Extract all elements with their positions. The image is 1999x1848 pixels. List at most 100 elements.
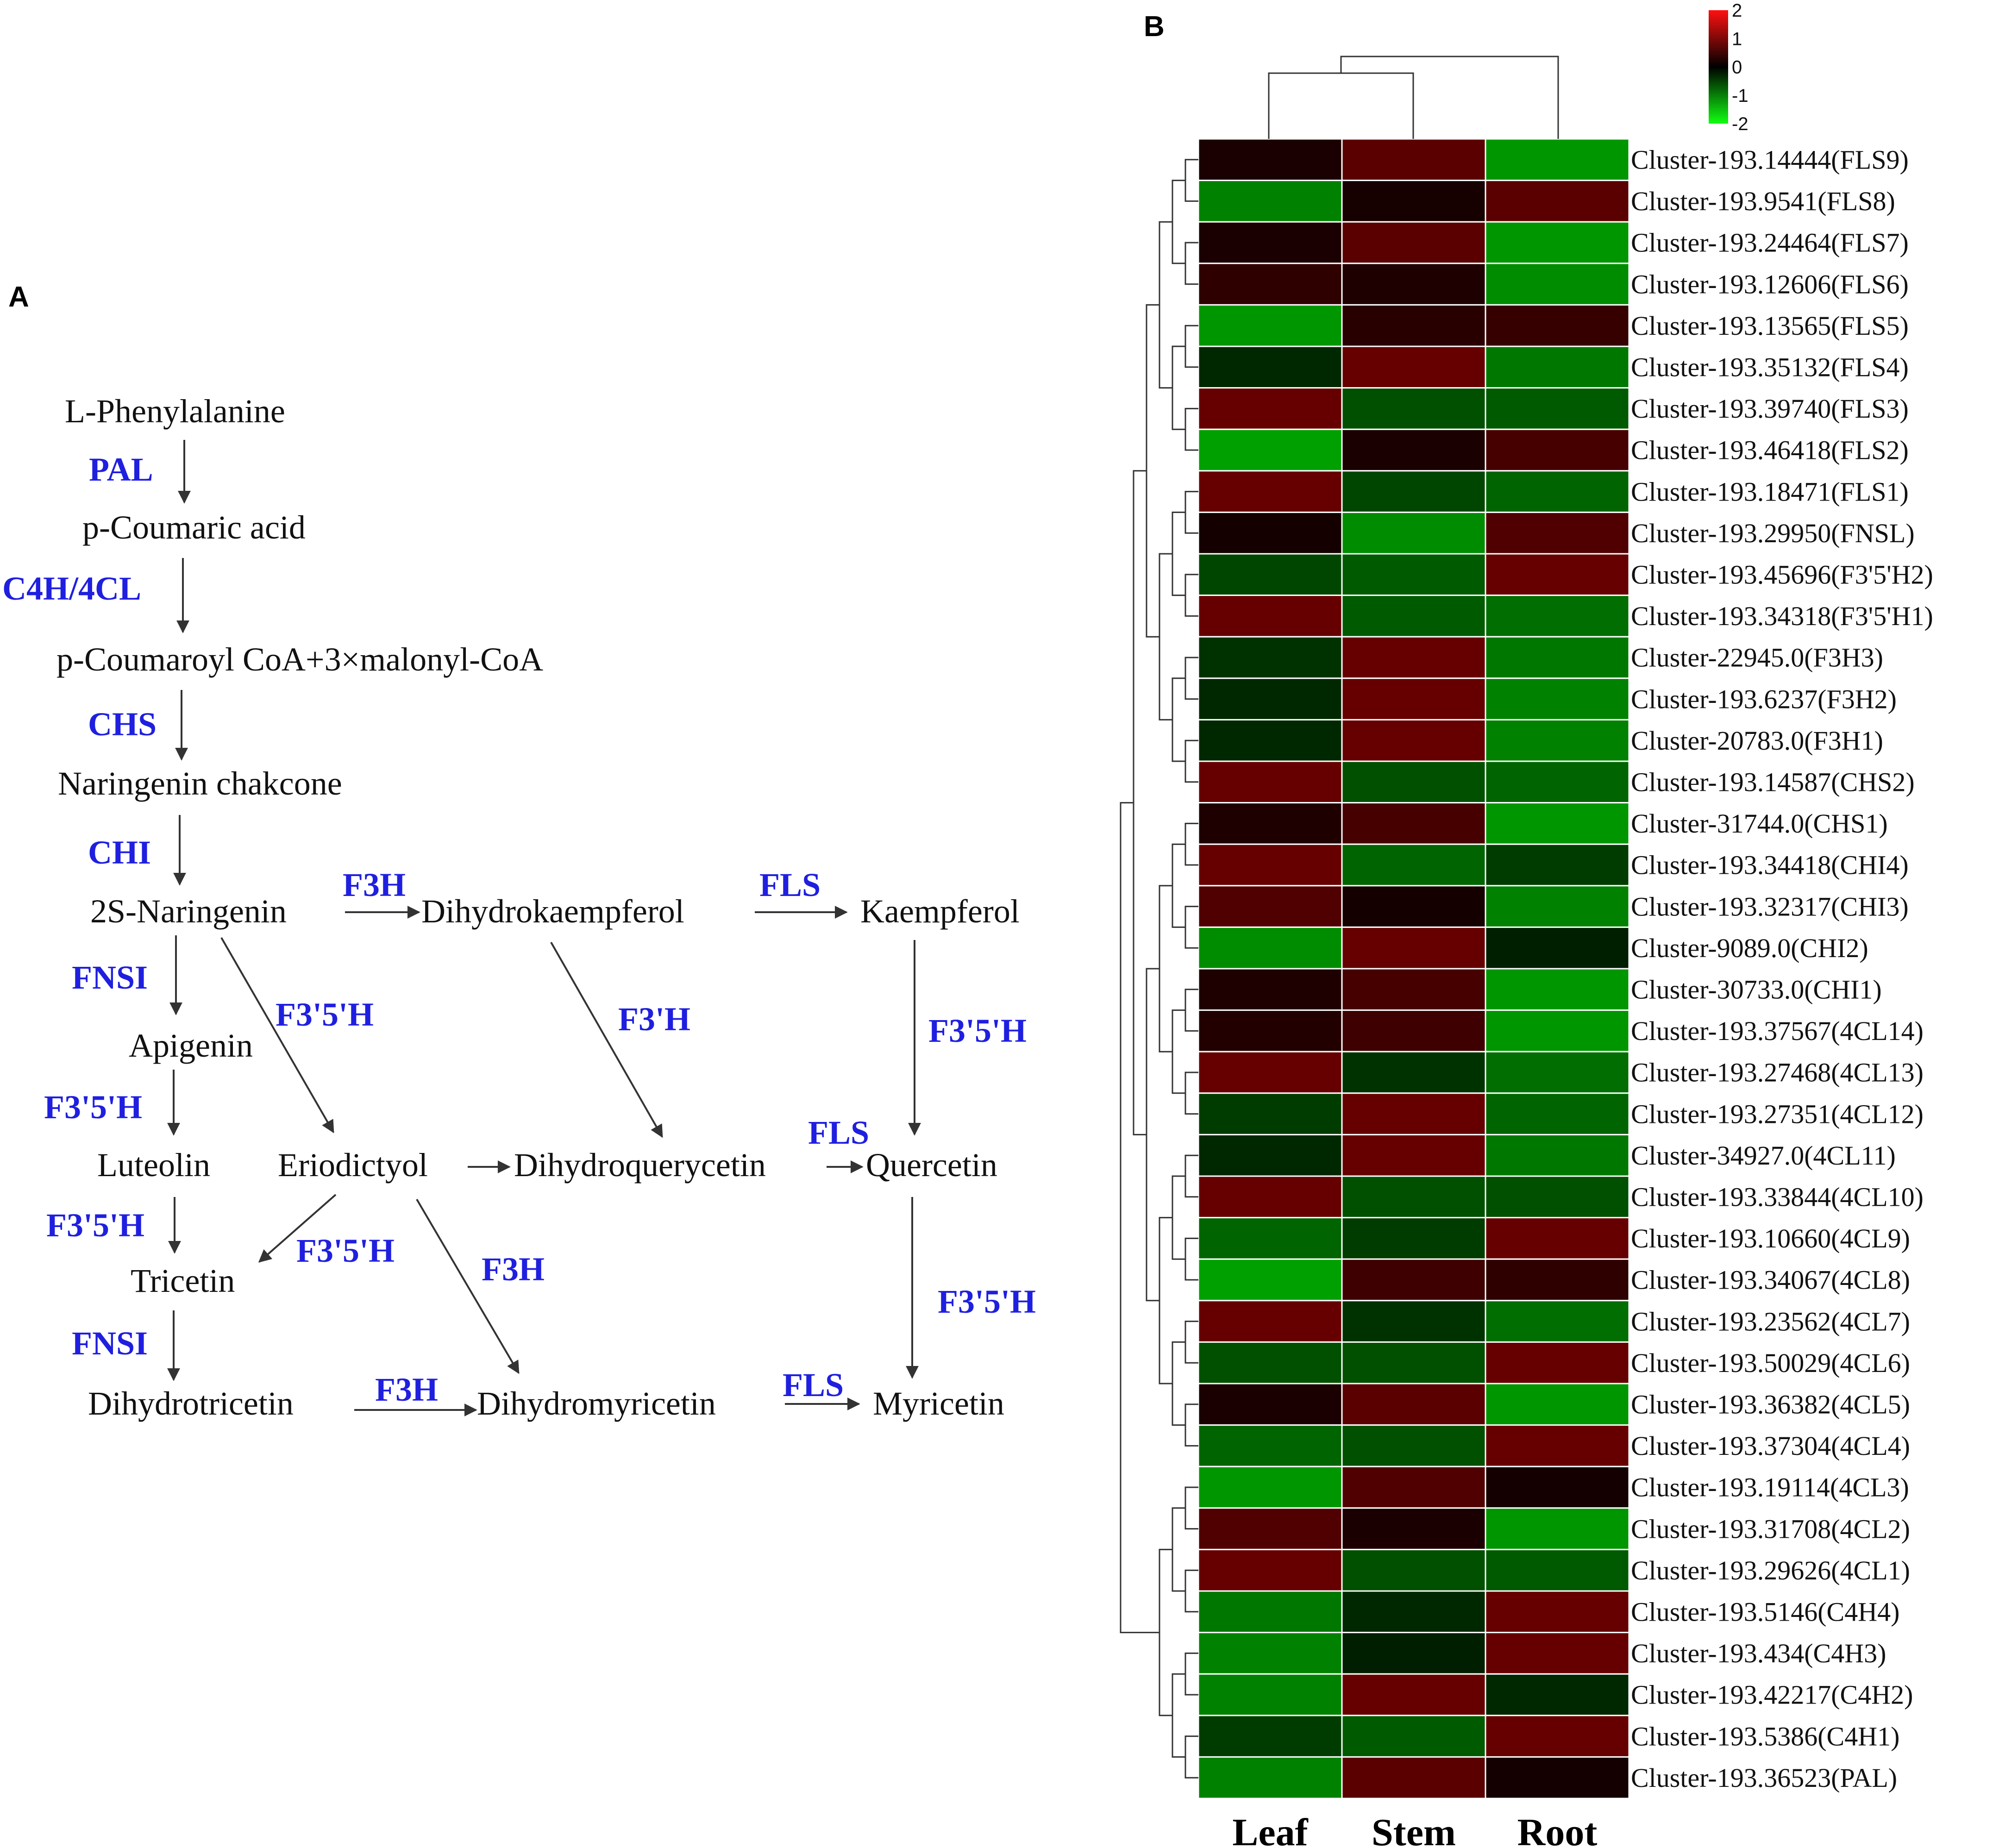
enzyme-f35h-mid: F3'5'H [296, 1232, 395, 1269]
heatmap-cell [1197, 511, 1343, 555]
heatmap-cell [1485, 138, 1630, 182]
row-dendrogram-branch [1184, 1569, 1198, 1613]
heatmap-row-label: Cluster-193.19114(4CL3) [1631, 1472, 1909, 1503]
heatmap-cell [1485, 428, 1630, 472]
enzyme-f35h-right-1: F3'5'H [928, 1012, 1027, 1049]
row-dendrogram-branch [1172, 1009, 1185, 1094]
heatmap-cell [1341, 1673, 1486, 1716]
row-dendrogram-branch [1184, 574, 1198, 617]
heatmap-cell [1341, 885, 1486, 928]
enzyme-f3h-top: F3H [343, 866, 406, 903]
heatmap-row-label: Cluster-20783.0(F3H1) [1631, 726, 1883, 756]
heatmap-cell [1341, 636, 1486, 679]
heatmap-cell [1341, 843, 1486, 887]
row-dendrogram-branch [1184, 657, 1198, 700]
heatmap-cell [1197, 1632, 1343, 1675]
heatmap-row-label: Cluster-193.29950(FNSL) [1631, 518, 1915, 548]
enzyme-fls-mid: FLS [808, 1114, 869, 1151]
row-dendrogram-branch [1172, 180, 1185, 264]
heatmap-cell [1485, 1590, 1630, 1634]
heatmap-cell [1197, 885, 1343, 928]
row-dendrogram-branch [1133, 470, 1147, 1135]
enzyme-f3h-bottom: F3H [375, 1371, 438, 1408]
row-dendrogram-branch [1172, 511, 1185, 596]
row-dendrogram-branch [1184, 906, 1198, 949]
heatmap-cell [1341, 263, 1486, 306]
heatmap-row-label: Cluster-193.31708(4CL2) [1631, 1514, 1910, 1544]
compound-p-coumaric-acid: p-Coumaric acid [82, 509, 306, 546]
heatmap-row-label: Cluster-193.14587(CHS2) [1631, 767, 1915, 797]
row-dendrogram-branch [1172, 345, 1185, 430]
heatmap-cell [1485, 1134, 1630, 1177]
heatmap-row-label: Cluster-193.34318(F3'5'H1) [1631, 601, 1933, 631]
row-dendrogram-branch [1172, 1175, 1185, 1260]
heatmap-column-labels: Leaf Stem Root [1232, 1811, 1597, 1848]
arrow-f3h-prime [550, 942, 663, 1138]
heatmap-cell [1197, 553, 1343, 596]
heatmap-cell [1485, 511, 1630, 555]
heatmap-row-label: Cluster-193.14444(FLS9) [1631, 145, 1909, 175]
arrow-f35h-diag [220, 937, 334, 1134]
compound-kaempferol: Kaempferol [860, 893, 1020, 930]
heatmap-row-label: Cluster-193.46418(FLS2) [1631, 435, 1909, 465]
heatmap-cell [1341, 1300, 1486, 1343]
heatmap-cell [1197, 968, 1343, 1011]
heatmap-cell [1197, 677, 1343, 720]
heatmap-cell [1485, 1175, 1630, 1219]
colorbar-tick-label: -2 [1732, 114, 1748, 134]
heatmap-cell [1341, 677, 1486, 720]
heatmap-cell [1485, 1466, 1630, 1509]
heatmap-column-label: Root [1517, 1811, 1598, 1848]
heatmap-row-label: Cluster-193.24464(FLS7) [1631, 228, 1909, 258]
enzyme-chi: CHI [88, 834, 151, 871]
heatmap-cell [1197, 1258, 1343, 1302]
row-dendrogram-branch [1159, 885, 1172, 1052]
heatmap-cell [1485, 760, 1630, 804]
heatmap-cell [1197, 1175, 1343, 1219]
heatmap-row-label: Cluster-193.6237(F3H2) [1631, 684, 1897, 714]
heatmap-cell [1197, 470, 1343, 513]
row-dendrogram-branch [1184, 1403, 1198, 1447]
heatmap-cell [1197, 387, 1343, 430]
heatmap-cell [1485, 926, 1630, 970]
heatmap-cell [1485, 1258, 1630, 1302]
colorbar-tick-label: 0 [1732, 57, 1742, 78]
row-dendrogram-branch [1184, 159, 1198, 202]
heatmap-cell [1485, 345, 1630, 389]
heatmap-cell [1197, 760, 1343, 804]
heatmap-row-label: Cluster-34927.0(4CL11) [1631, 1140, 1896, 1171]
heatmap-row-label: Cluster-22945.0(F3H3) [1631, 643, 1883, 673]
row-dendrogram-branch [1184, 407, 1198, 451]
row-dendrogram-branch [1184, 989, 1198, 1032]
heatmap-cell [1341, 221, 1486, 264]
heatmap-cell [1197, 719, 1343, 762]
heatmap-cell [1341, 138, 1486, 182]
heatmap-cell [1197, 1383, 1343, 1426]
heatmap-row-label: Cluster-193.18471(FLS1) [1631, 476, 1909, 507]
column-dendrogram-leaf-stem [1268, 72, 1414, 139]
heatmap-cell [1341, 1756, 1486, 1799]
heatmap-cell [1197, 1009, 1343, 1052]
compound-luteolin: Luteolin [97, 1146, 210, 1184]
heatmap-row-label: Cluster-193.23562(4CL7) [1631, 1306, 1910, 1336]
heatmap-cell [1485, 263, 1630, 306]
heatmap-cell [1485, 387, 1630, 430]
heatmap-row-label: Cluster-193.434(C4H3) [1631, 1638, 1886, 1668]
heatmap-cell [1341, 1134, 1486, 1177]
heatmap-row-label: Cluster-31744.0(CHS1) [1631, 808, 1888, 839]
heatmap-cell [1341, 802, 1486, 845]
heatmap-row-label: Cluster-193.27351(4CL12) [1631, 1099, 1924, 1129]
heatmap-cell [1197, 1051, 1343, 1094]
heatmap-cell [1197, 1466, 1343, 1509]
enzyme-f35h-diag: F3'5'H [276, 996, 374, 1033]
heatmap-cell [1341, 1466, 1486, 1509]
heatmap-cell [1341, 345, 1486, 389]
heatmap-cell [1341, 1258, 1486, 1302]
heatmap-cell [1197, 180, 1343, 223]
heatmap-cell [1485, 595, 1630, 638]
colorbar-tick-label: 1 [1732, 29, 1742, 49]
heatmap-row-label: Cluster-193.39740(FLS3) [1631, 394, 1909, 424]
row-dendrogram-branch [1146, 304, 1159, 638]
